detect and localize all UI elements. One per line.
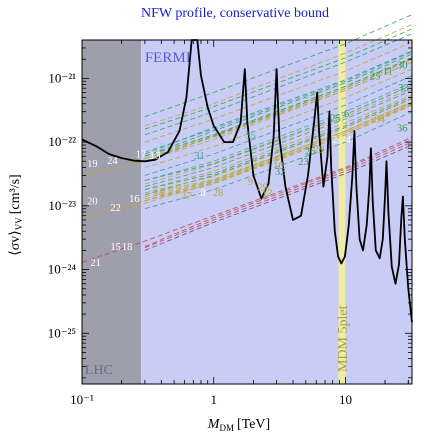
series-line-unlabeled-32 xyxy=(144,144,413,251)
mdm-5plet-band xyxy=(338,40,346,384)
series-line-11 xyxy=(144,24,413,127)
curve-label-15: 15 xyxy=(110,242,121,253)
series-line-35 xyxy=(144,51,413,153)
series-line-16 xyxy=(144,104,413,202)
curve-label-27: 27 xyxy=(181,191,192,202)
curve-label-2: 2 xyxy=(332,135,337,146)
curve-label-17: 17 xyxy=(136,150,147,161)
curve-label-14: 14 xyxy=(153,188,164,199)
curve-label-32: 32 xyxy=(275,167,286,178)
y-axis-label: ⟨σv⟩VV[cm³/s] xyxy=(8,174,24,255)
series-line-30 xyxy=(144,14,413,118)
curve-label-29: 29 xyxy=(257,182,268,193)
series-line-25 xyxy=(144,33,413,136)
series-line-10 xyxy=(144,87,413,185)
curve-label-20: 20 xyxy=(87,196,98,207)
series-line-29 xyxy=(144,97,413,194)
fermi-label: FERMI xyxy=(145,50,191,66)
curve-labels: 2 468910111213141516171819202122232425262… xyxy=(87,61,408,269)
curve-label-13: 13 xyxy=(150,151,161,162)
curve-label-8: 8 xyxy=(200,188,205,199)
curve-label-12: 12 xyxy=(262,188,273,199)
series-line-8 xyxy=(144,101,413,197)
lhc-label: LHC xyxy=(85,363,113,378)
series-line-17 xyxy=(144,58,413,160)
series-line-31 xyxy=(144,82,413,181)
y-tick-label: 10⁻²⁴ xyxy=(48,262,77,277)
series-line-32 xyxy=(144,89,413,188)
series-line-22 xyxy=(81,103,413,221)
curve-label-35: 35 xyxy=(245,130,256,141)
series-line-26 xyxy=(144,96,413,191)
shaded-regions: FERMI LHC xyxy=(82,40,412,384)
series-line-28 xyxy=(144,101,413,196)
series-line-19 xyxy=(81,61,413,178)
curve-label-34: 34 xyxy=(374,115,385,126)
curve-label-9: 9 xyxy=(248,177,253,188)
curve-label-23: 23 xyxy=(298,157,309,168)
series-line-23 xyxy=(144,84,413,181)
x-tick-label: 1 xyxy=(210,392,217,407)
y-tick-label: 10⁻²¹ xyxy=(48,70,76,85)
mdm-5plet-label: MDM 5plet xyxy=(336,305,351,372)
x-tick-label: 10 xyxy=(339,392,352,407)
chart-title: NFW profile, conservative bound xyxy=(141,6,329,21)
curve-label-11: 11 xyxy=(383,67,393,78)
series-line-4 xyxy=(144,53,413,157)
series-line-12 xyxy=(144,103,413,200)
curve-label-6: 6 xyxy=(344,109,349,120)
curve-label-22: 22 xyxy=(110,203,121,214)
curve-label-30: 30 xyxy=(397,61,408,72)
series-line-9 xyxy=(144,94,413,191)
series-line-33 xyxy=(144,28,413,130)
curve-label-31: 31 xyxy=(194,151,205,162)
curve-label-33: 33 xyxy=(398,83,409,94)
y-tick-label: 10⁻²⁵ xyxy=(48,325,76,340)
curve-label-28: 28 xyxy=(213,188,224,199)
series-line-20 xyxy=(81,101,413,217)
curve-label-25: 25 xyxy=(330,113,341,124)
curve-label-29: 29 xyxy=(314,144,325,155)
y-tick-label: 10⁻²² xyxy=(48,134,76,149)
curve-label-18: 18 xyxy=(122,242,133,253)
curve-label-16: 16 xyxy=(129,194,140,205)
series-line-18 xyxy=(144,139,413,247)
series-line-unlabeled-34 xyxy=(144,75,413,176)
curve-label-4: 4 xyxy=(346,135,352,146)
curve-label-19: 19 xyxy=(87,159,98,170)
curve-label-36: 36 xyxy=(397,123,408,134)
series-lines xyxy=(81,14,413,263)
series-line-unlabeled-33 xyxy=(144,111,413,210)
vertical-marker: MDM 5plet xyxy=(336,40,351,384)
curve-label-26: 26 xyxy=(305,146,316,157)
x-tick-label: 10⁻¹ xyxy=(70,392,94,407)
series-line-15 xyxy=(144,141,413,249)
axis-ticks: 10⁻¹ 1 10 10⁻²⁵ 10⁻²⁴ 10⁻²³ 10⁻²² 10⁻²¹ xyxy=(48,39,412,407)
curve-label-21: 21 xyxy=(90,258,101,269)
series-line-27 xyxy=(144,104,413,202)
lhc-region xyxy=(82,40,141,384)
x-axis-label: MDM [TeV] xyxy=(207,417,270,433)
series-line-24 xyxy=(81,61,413,176)
series-line-21 xyxy=(81,136,413,263)
curve-label-24: 24 xyxy=(107,156,118,167)
series-line-unlabeled-35 xyxy=(144,68,413,168)
curve-label-10: 10 xyxy=(273,161,284,172)
y-tick-label: 10⁻²³ xyxy=(48,198,76,213)
curve-label-25: 25 xyxy=(370,71,381,82)
series-line-36 xyxy=(144,57,413,157)
